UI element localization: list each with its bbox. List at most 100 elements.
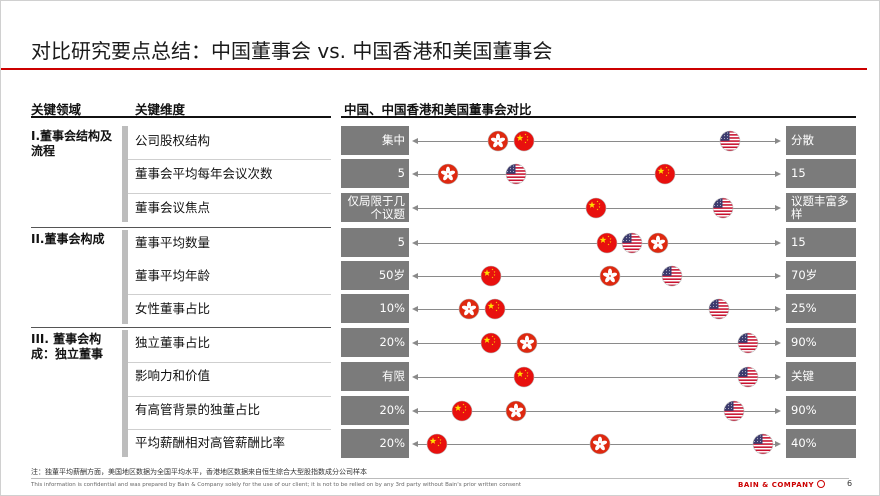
scale-axis	[415, 173, 777, 175]
page-number: 6	[847, 479, 853, 488]
scale-axis	[415, 242, 777, 244]
scale-min-label: 20%	[341, 429, 409, 458]
hong-kong-flag-icon	[599, 265, 621, 287]
arrow-left-icon	[412, 408, 418, 414]
arrow-left-icon	[412, 441, 418, 447]
china-flag-icon	[484, 298, 506, 320]
group-bar	[122, 230, 128, 324]
arrow-right-icon	[775, 408, 781, 414]
dimension-label: 董事会平均每年会议次数	[135, 166, 273, 181]
dimension-label: 有高管背景的独董占比	[135, 402, 261, 417]
arrow-right-icon	[775, 240, 781, 246]
scale-max-label: 关键	[786, 362, 856, 391]
scale-max-label: 15	[786, 228, 856, 257]
area-composition: II.董事会构成	[31, 232, 105, 246]
confidentiality-notice: This information is confidential and was…	[31, 482, 521, 488]
row-divider	[128, 396, 331, 397]
scale-max-label: 40%	[786, 429, 856, 458]
scale-axis	[415, 342, 777, 344]
scale-min-label: 5	[341, 228, 409, 257]
row-divider	[128, 193, 331, 194]
arrow-left-icon	[412, 374, 418, 380]
scale-max-label: 25%	[786, 294, 856, 323]
row-divider	[128, 294, 331, 295]
scale-min-label: 仅局限于几个议题	[341, 193, 409, 222]
china-flag-icon	[513, 130, 535, 152]
row-divider	[128, 362, 331, 363]
hong-kong-flag-icon	[647, 232, 669, 254]
us-flag-icon	[723, 400, 745, 422]
hong-kong-flag-icon	[505, 400, 527, 422]
group-bar	[122, 330, 128, 457]
row-divider	[128, 429, 331, 430]
us-flag-icon	[661, 265, 683, 287]
arrow-right-icon	[775, 138, 781, 144]
arrow-right-icon	[775, 340, 781, 346]
bain-logo: BAIN & COMPANY	[738, 480, 826, 489]
scale-max-label: 分散	[786, 126, 856, 155]
arrow-left-icon	[412, 171, 418, 177]
us-flag-icon	[505, 163, 527, 185]
arrow-left-icon	[412, 205, 418, 211]
scale-axis	[415, 140, 777, 142]
header-comparison: 中国、中国香港和美国董事会对比	[344, 102, 532, 117]
us-flag-icon	[712, 197, 734, 219]
china-flag-icon	[585, 197, 607, 219]
china-flag-icon	[596, 232, 618, 254]
china-flag-icon	[451, 400, 473, 422]
dimension-label: 女性董事占比	[135, 301, 211, 316]
china-flag-icon	[480, 332, 502, 354]
arrow-right-icon	[775, 441, 781, 447]
dimension-label: 影响力和价值	[135, 368, 211, 383]
header-divider-right	[341, 116, 856, 118]
area-structure-process: I.董事会结构及流程	[31, 129, 113, 158]
scale-max-label: 70岁	[786, 261, 856, 290]
dimension-label: 独立董事占比	[135, 335, 211, 350]
us-flag-icon	[708, 298, 730, 320]
logo-mark-icon	[817, 480, 826, 488]
arrow-right-icon	[775, 171, 781, 177]
scale-axis	[415, 275, 777, 277]
scale-min-label: 5	[341, 159, 409, 188]
dimension-label: 董事会议焦点	[135, 200, 211, 215]
us-flag-icon	[737, 366, 759, 388]
china-flag-icon	[480, 265, 502, 287]
arrow-right-icon	[775, 205, 781, 211]
hong-kong-flag-icon	[516, 332, 538, 354]
scale-min-label: 50岁	[341, 261, 409, 290]
scale-axis	[415, 410, 777, 412]
china-flag-icon	[513, 366, 535, 388]
arrow-right-icon	[775, 273, 781, 279]
footnote: 注：独董平均薪酬方面，美国地区数据为全国平均水平，香港地区数据来自恒生综合大型股…	[31, 468, 367, 476]
group-bar	[122, 126, 128, 222]
hong-kong-flag-icon	[487, 130, 509, 152]
footer-divider	[31, 478, 849, 479]
us-flag-icon	[737, 332, 759, 354]
scale-min-label: 集中	[341, 126, 409, 155]
arrow-left-icon	[412, 306, 418, 312]
china-flag-icon	[426, 433, 448, 455]
scale-min-label: 10%	[341, 294, 409, 323]
arrow-left-icon	[412, 273, 418, 279]
us-flag-icon	[752, 433, 774, 455]
scale-max-label: 15	[786, 159, 856, 188]
row-divider	[128, 159, 331, 160]
page-title: 对比研究要点总结：中国董事会 vs. 中国香港和美国董事会	[31, 39, 553, 63]
scale-axis	[415, 376, 777, 378]
us-flag-icon	[719, 130, 741, 152]
arrow-left-icon	[412, 138, 418, 144]
dimension-label: 平均薪酬相对高管薪酬比率	[135, 435, 286, 450]
arrow-right-icon	[775, 306, 781, 312]
arrow-left-icon	[412, 240, 418, 246]
header-dimension: 关键维度	[135, 102, 186, 117]
arrow-left-icon	[412, 340, 418, 346]
scale-max-label: 议题丰富多样	[786, 193, 856, 222]
group-divider	[31, 227, 331, 228]
hong-kong-flag-icon	[589, 433, 611, 455]
logo-text: BAIN & COMPANY	[738, 481, 815, 489]
china-flag-icon	[654, 163, 676, 185]
arrow-right-icon	[775, 374, 781, 380]
scale-axis	[415, 308, 777, 310]
header-divider-left	[31, 116, 331, 118]
